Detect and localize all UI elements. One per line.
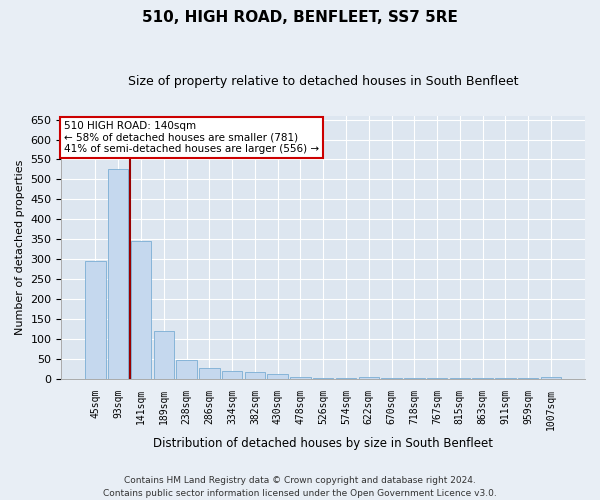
Bar [313,378,334,379]
Bar [427,378,448,379]
Bar [199,368,220,379]
Y-axis label: Number of detached properties: Number of detached properties [15,160,25,335]
Bar [222,371,242,379]
Bar [154,332,174,379]
X-axis label: Distribution of detached houses by size in South Benfleet: Distribution of detached houses by size … [153,437,493,450]
Bar [472,378,493,379]
Bar [495,378,515,379]
Bar [290,377,311,379]
Bar [176,360,197,379]
Bar [108,170,128,379]
Bar [449,378,470,379]
Bar [245,372,265,379]
Bar [541,377,561,379]
Text: 510 HIGH ROAD: 140sqm
← 58% of detached houses are smaller (781)
41% of semi-det: 510 HIGH ROAD: 140sqm ← 58% of detached … [64,121,319,154]
Bar [404,378,425,379]
Bar [359,377,379,379]
Text: 510, HIGH ROAD, BENFLEET, SS7 5RE: 510, HIGH ROAD, BENFLEET, SS7 5RE [142,10,458,25]
Bar [336,378,356,379]
Title: Size of property relative to detached houses in South Benfleet: Size of property relative to detached ho… [128,75,518,88]
Bar [85,262,106,379]
Bar [131,242,151,379]
Bar [518,378,538,379]
Bar [268,374,288,379]
Text: Contains HM Land Registry data © Crown copyright and database right 2024.
Contai: Contains HM Land Registry data © Crown c… [103,476,497,498]
Bar [381,378,402,379]
